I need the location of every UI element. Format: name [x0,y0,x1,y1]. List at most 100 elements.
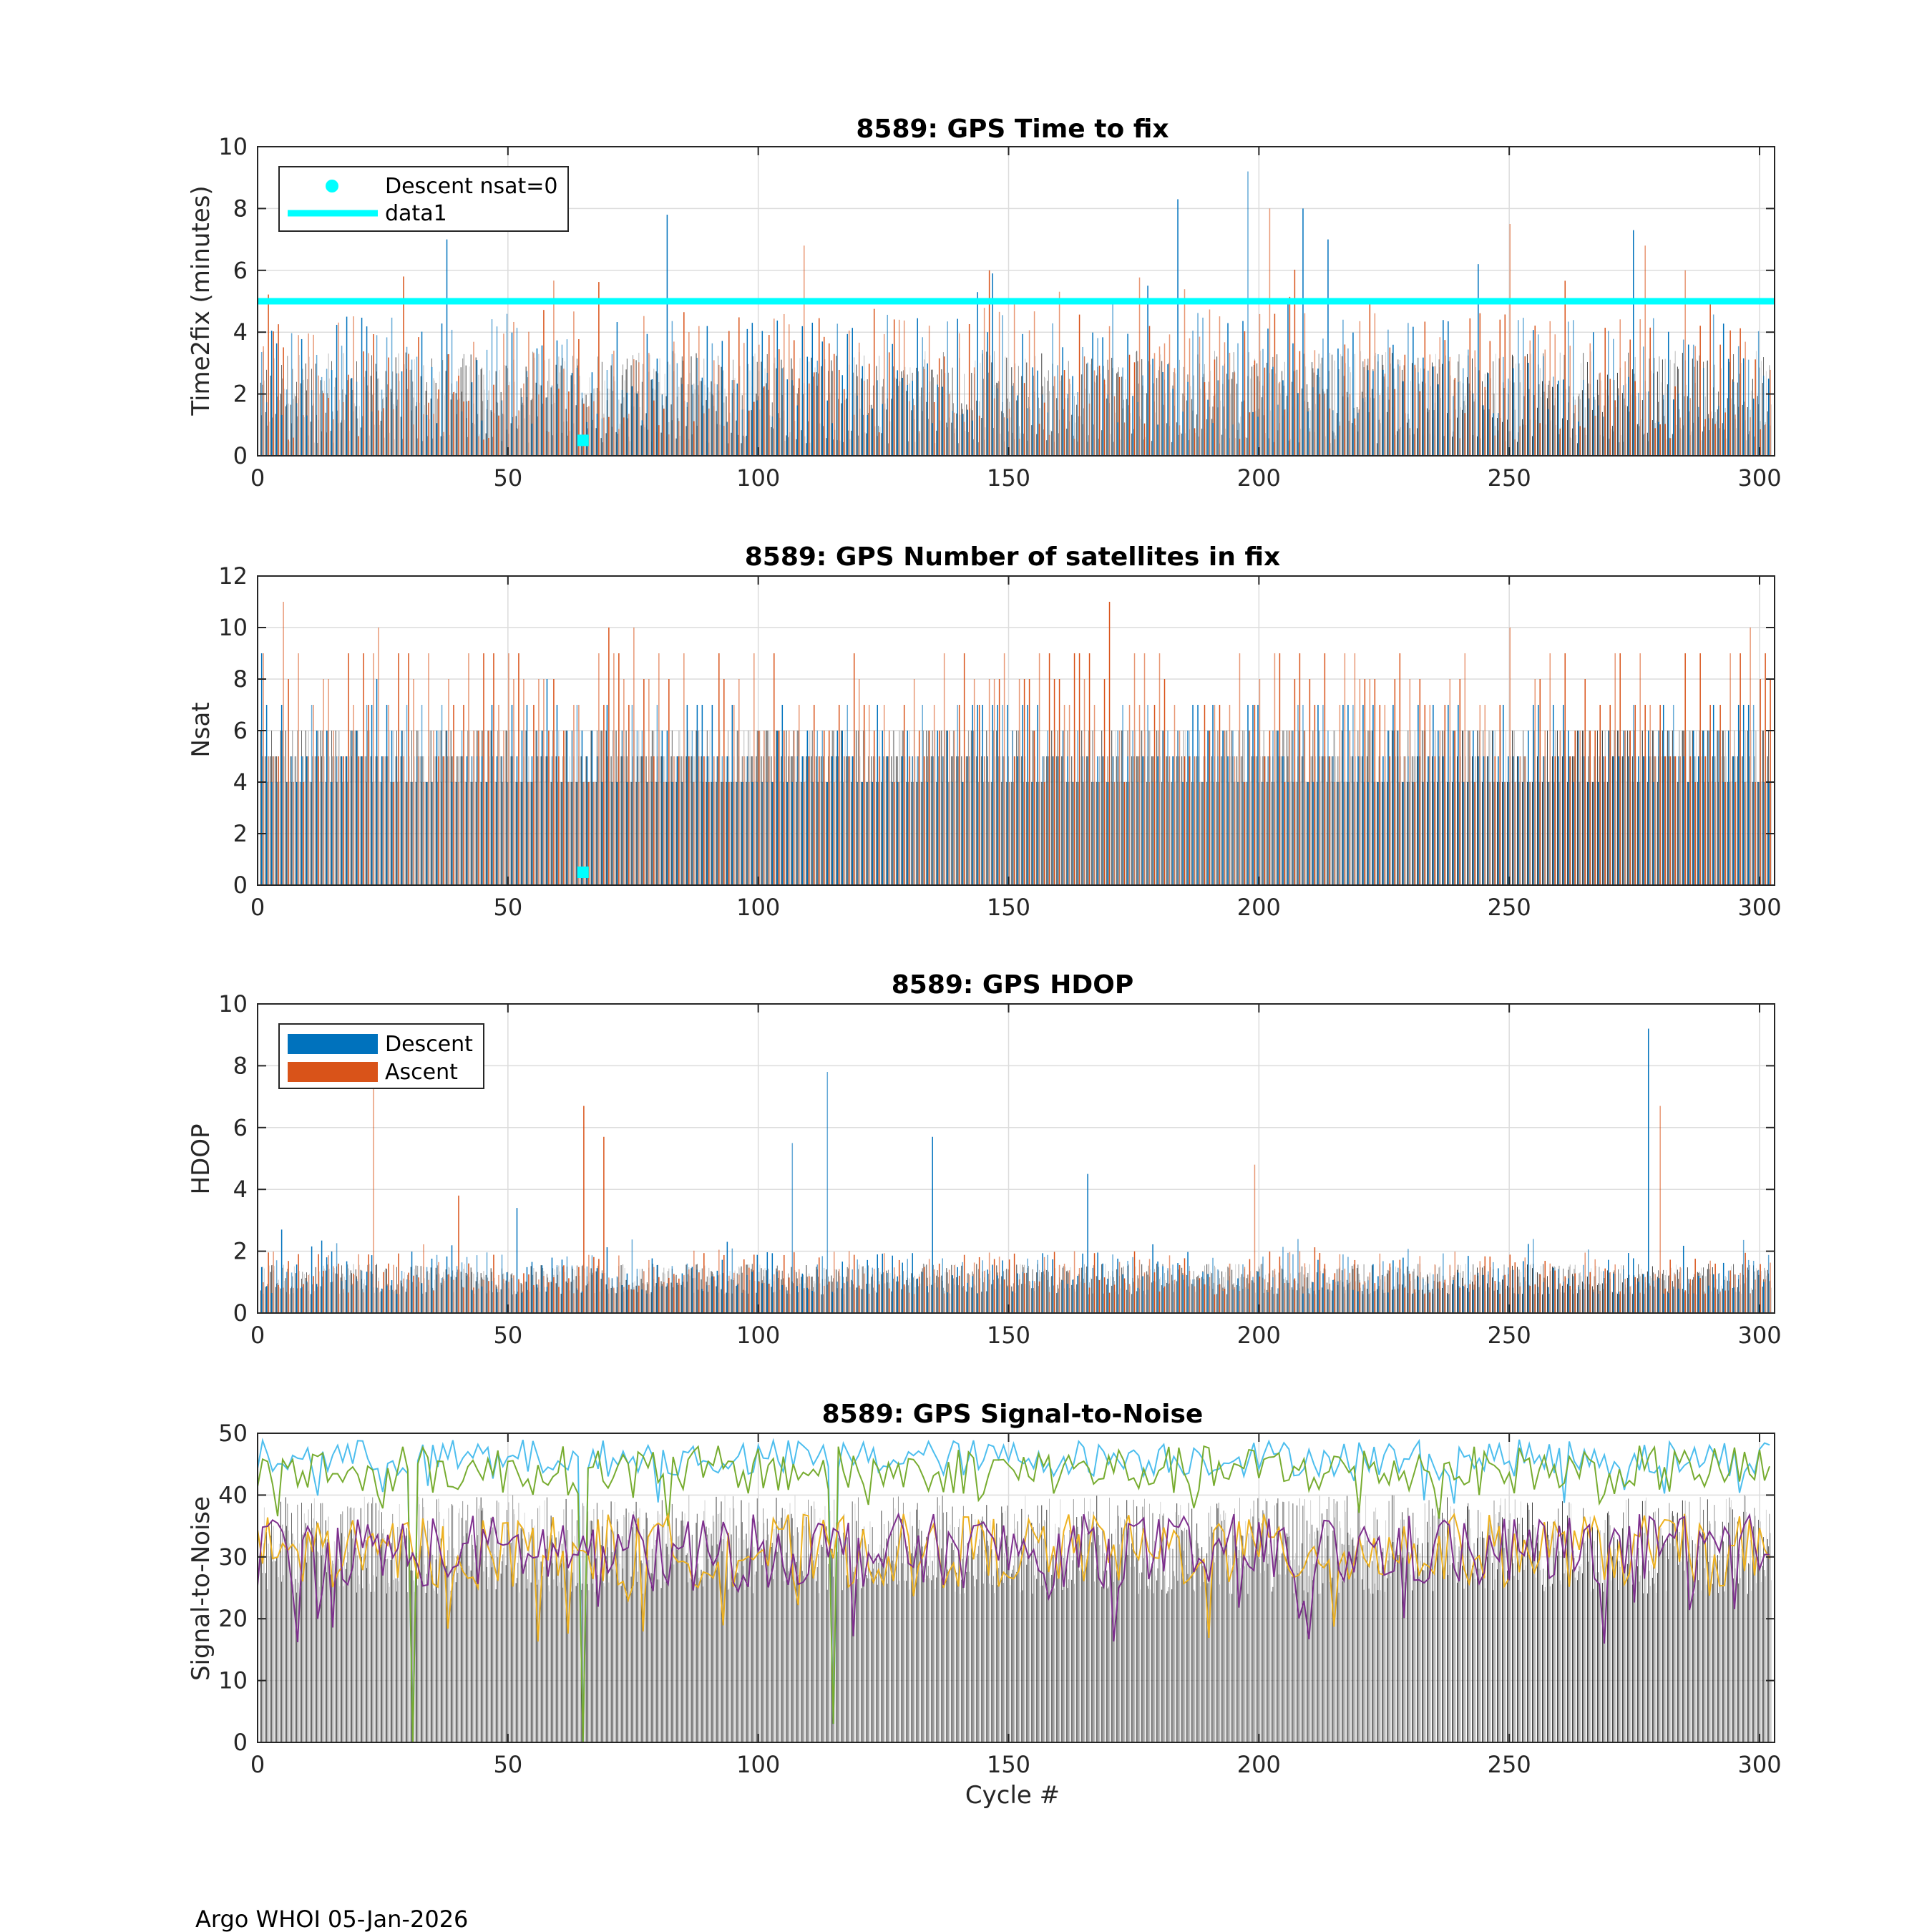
bar-descent [1322,338,1324,456]
bar-ascent [1279,381,1281,456]
bar [547,756,549,885]
x-tick-label: 100 [736,464,780,492]
bar [317,1287,318,1313]
bar [1363,782,1365,885]
bar [670,1282,672,1313]
bar [1433,782,1435,885]
bar [1071,414,1073,456]
bar-descent [1242,321,1244,456]
bar-ascent [403,756,404,885]
bar-ascent [1184,289,1186,456]
bar-descent [681,1273,683,1313]
bar [701,1279,702,1313]
bar-ascent [1489,782,1491,885]
bar-descent [571,731,573,885]
bar [1680,429,1682,456]
bar-ascent [823,731,825,885]
bar-ascent [1108,326,1111,456]
bar [1561,756,1563,885]
bar-descent [291,333,293,456]
bar-ascent [1735,782,1736,885]
bar-ascent [1709,302,1711,456]
bar [1467,782,1468,885]
bar-ascent [678,1278,680,1313]
bar [1571,428,1573,456]
bar-descent [411,359,413,456]
bar [1568,386,1570,456]
bar [1375,353,1377,456]
bar-ascent [363,351,364,456]
bar-descent [1302,705,1304,885]
bar [703,358,705,456]
bar-descent [646,333,648,456]
bar-ascent [1068,705,1070,885]
bar-ascent [1344,653,1346,885]
bar-descent [1603,416,1604,456]
bar-descent [1017,756,1018,885]
bar-descent [476,360,478,456]
bar [957,443,959,456]
bars-hdop [260,1028,1772,1313]
bar [1350,756,1352,885]
bar-ascent [848,756,850,885]
bar [1146,393,1148,456]
bar-ascent [1419,679,1421,885]
bar [515,1294,517,1313]
bar [605,1284,607,1313]
bar-descent [526,371,528,456]
bar [1385,756,1387,885]
bar-descent [962,414,963,456]
bar-descent [912,381,913,456]
bar [532,1274,534,1313]
bar-ascent [1239,439,1241,456]
bar-ascent [983,308,985,456]
bar [590,393,592,456]
bar [1749,756,1750,885]
bar [595,428,597,456]
bar-ascent [698,756,700,885]
bar-descent [1037,705,1038,885]
bar [620,403,622,456]
bar-ascent [413,424,414,456]
bar [562,1267,564,1313]
bar [484,1276,485,1313]
bar-ascent [1554,334,1556,456]
bar [1558,782,1560,885]
bar-ascent [1143,423,1146,456]
bar [675,782,677,885]
bar [342,389,343,456]
bar-ascent [1519,426,1521,456]
bar [701,381,702,456]
bar [799,358,801,456]
bar-ascent [363,653,364,885]
bar-descent [391,1280,393,1313]
bar [1522,419,1523,456]
bar-ascent [1699,326,1701,456]
bar [768,389,769,456]
bar [1151,756,1153,885]
bar [1440,398,1442,456]
bar [485,1274,487,1313]
bar-ascent [288,679,289,885]
bar-descent [1077,731,1078,885]
bar [1076,404,1078,456]
bar-ascent [618,1255,620,1313]
bar-descent [461,1262,463,1313]
bar [761,361,762,456]
bar-ascent [568,782,570,885]
bar [525,366,527,456]
bar [1737,382,1738,456]
bar-descent [1478,756,1479,885]
bar-descent [1568,731,1569,885]
bar-ascent [1514,439,1516,456]
bar [560,365,562,456]
bar [1310,410,1312,456]
bar [1692,731,1693,885]
bar-ascent [353,1273,354,1313]
bar-ascent [588,1254,590,1313]
bar-descent [1752,705,1755,885]
bar [308,782,310,885]
bar-ascent [543,310,545,456]
bar-ascent [583,1106,585,1313]
bar [1390,782,1392,885]
